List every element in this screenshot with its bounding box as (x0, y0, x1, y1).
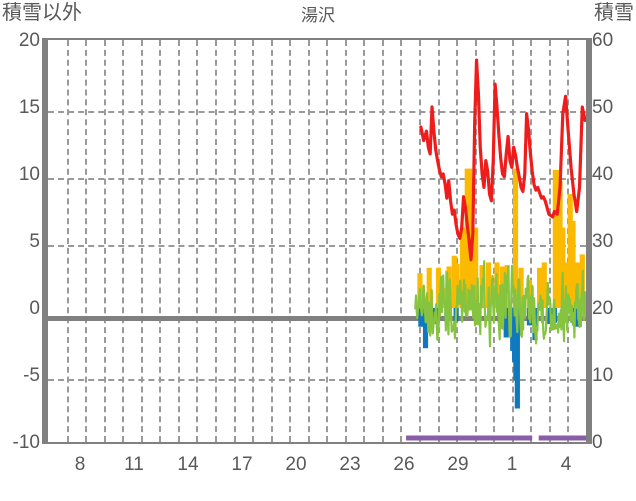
y-right-tick-10: 10 (592, 365, 614, 386)
y-left-tick-20: 20 (18, 30, 40, 51)
orange-bar-33 (570, 220, 576, 308)
x-tick-14: 14 (177, 454, 199, 475)
orange-bar-22 (518, 267, 524, 308)
orange-bar-2 (426, 267, 432, 308)
y-left-tick-15: 15 (18, 97, 40, 118)
vgrid-day-11 (122, 40, 125, 442)
vgrid-day-34 (548, 40, 551, 442)
vgrid-day-12 (140, 40, 143, 442)
x-tick-23: 23 (339, 454, 361, 475)
vgrid-day-13 (159, 40, 162, 442)
vgrid-day-9 (85, 40, 88, 442)
vgrid-day-18 (252, 40, 255, 442)
hgrid-neg5 (48, 379, 586, 381)
orange-bar-31 (563, 262, 569, 308)
vgrid-day-31 (493, 40, 496, 442)
chart-title: 湯沢 (301, 6, 335, 25)
axis-line-right (586, 38, 592, 444)
y-right-tick-30: 30 (592, 231, 614, 252)
plot-area (48, 40, 586, 442)
vgrid-day-17 (233, 40, 236, 442)
y-right-tick-0: 0 (592, 432, 603, 453)
orange-bar-30 (560, 227, 566, 308)
y-right-tick-50: 50 (592, 97, 614, 118)
vgrid-day-10 (103, 40, 106, 442)
x-tick-26: 26 (393, 454, 415, 475)
y-right-tick-40: 40 (592, 164, 614, 185)
green-line-series (414, 260, 586, 348)
blue-bar-1 (422, 308, 429, 349)
y-left-tick-neg5: -5 (23, 365, 40, 386)
hgrid-15 (48, 111, 586, 113)
blue-bar-10 (503, 308, 509, 338)
x-tick-4: 4 (560, 454, 572, 475)
y-right-tick-20: 20 (592, 298, 614, 319)
vgrid-day-14 (177, 40, 180, 442)
x-tick-20: 20 (285, 454, 307, 475)
x-tick-29: 29 (447, 454, 469, 475)
vgrid-day-29 (456, 40, 459, 442)
orange-bar-15 (473, 227, 479, 308)
orange-bar-21 (512, 168, 519, 308)
x-tick-17: 17 (231, 454, 253, 475)
data-series-layer (406, 58, 586, 441)
vgrid-day-25 (381, 40, 384, 442)
vgrid-day-21 (307, 40, 310, 442)
hgrid-zero (48, 316, 586, 321)
orange-bar-27 (552, 169, 558, 308)
vgrid-day-22 (326, 40, 329, 442)
left-axis-title: 積雪以外 (2, 2, 82, 24)
vgrid-day-24 (363, 40, 366, 442)
orange-bar-29 (557, 180, 563, 308)
x-tick-1: 1 (506, 454, 518, 475)
vgrid-day-32 (511, 40, 514, 442)
vgrid-day-15 (196, 40, 199, 442)
blue-bar-0 (418, 308, 424, 327)
vgrid-day-33 (530, 40, 533, 442)
orange-bar-4 (435, 267, 442, 308)
orange-bar-17 (486, 262, 492, 308)
axis-line-left (42, 38, 48, 444)
y-left-tick-5: 5 (29, 231, 40, 252)
orange-bar-32 (567, 194, 573, 308)
vgrid-day-28 (437, 40, 440, 442)
blue-bar-16 (514, 308, 520, 409)
hgrid-5 (48, 245, 586, 247)
x-tick-8: 8 (74, 454, 86, 475)
vgrid-day-16 (214, 40, 217, 442)
hgrid-10 (48, 178, 586, 180)
orange-bar-25 (537, 267, 543, 308)
right-axis-title: 積雪 (594, 2, 634, 24)
orange-bar-11 (461, 238, 468, 308)
red-line-series (419, 58, 586, 262)
vgrid-day-23 (344, 40, 347, 442)
vgrid-day-19 (270, 40, 273, 442)
vgrid-day-8 (66, 40, 69, 442)
orange-bar-26 (541, 262, 547, 308)
y-left-tick-0: 0 (29, 298, 40, 319)
x-tick-11: 11 (124, 454, 144, 475)
vgrid-day-27 (419, 40, 422, 442)
vgrid-day-20 (289, 40, 292, 442)
orange-bar-8 (451, 255, 457, 308)
y-left-tick-neg10: -10 (12, 432, 40, 453)
vgrid-day-26 (400, 40, 403, 442)
y-left-tick-10: 10 (18, 164, 40, 185)
y-right-tick-60: 60 (592, 30, 614, 51)
